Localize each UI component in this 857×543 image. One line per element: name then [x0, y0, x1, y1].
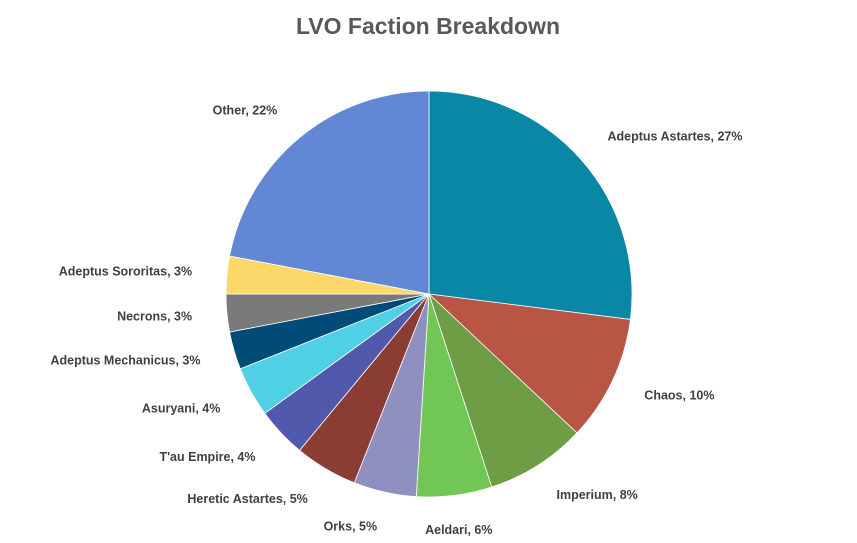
pie-label-necrons: Necrons, 3%: [117, 309, 192, 323]
pie-label-chaos: Chaos, 10%: [644, 388, 714, 402]
chart-title: LVO Faction Breakdown: [296, 13, 560, 39]
pie-slices: [225, 90, 633, 498]
pie-label-aeldari: Aeldari, 6%: [425, 523, 492, 537]
pie-label-imperium: Imperium, 8%: [557, 488, 638, 502]
pie-label-other: Other, 22%: [213, 104, 278, 118]
pie-label-adeptus-mechanicus: Adeptus Mechanicus, 3%: [50, 353, 200, 367]
pie-label-asuryani: Asuryani, 4%: [142, 402, 221, 416]
pie-slice-other: [229, 90, 430, 295]
pie-slice-imperium: [428, 293, 578, 488]
pie-label-t-au-empire: T'au Empire, 4%: [159, 450, 255, 464]
pie-label-heretic-astartes: Heretic Astartes, 5%: [187, 492, 307, 506]
pie-label-adeptus-sororitas: Adeptus Sororitas, 3%: [59, 265, 192, 279]
pie-label-orks: Orks, 5%: [324, 519, 378, 533]
pie-slice-adeptus-astartes: [428, 90, 633, 320]
pie-slice-chaos: [427, 293, 631, 434]
pie-labels: Adeptus Astartes, 27% Chaos, 10% Imperium,…: [50, 104, 742, 537]
pie-label-adeptus-astartes: Adeptus Astartes, 27%: [608, 130, 743, 144]
